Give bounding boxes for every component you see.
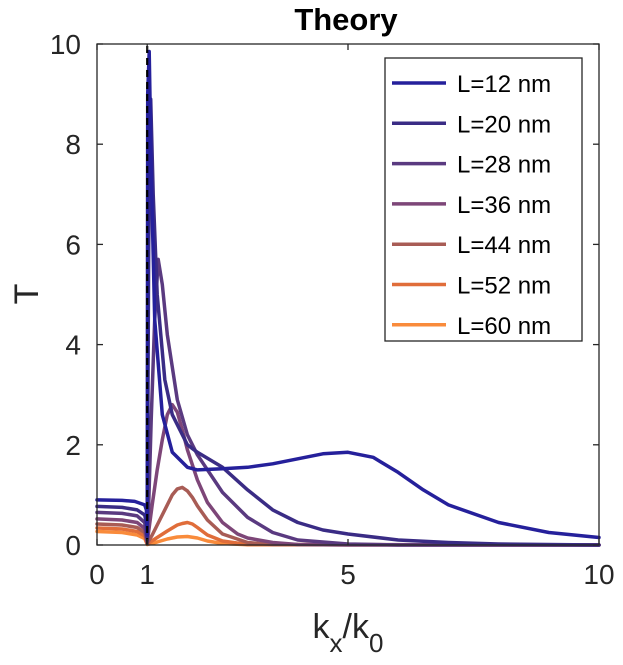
legend-label: L=20 nm xyxy=(457,111,551,138)
y-tick-label: 8 xyxy=(65,129,81,160)
series-line-l-52-nm xyxy=(95,520,601,547)
legend-label: L=36 nm xyxy=(457,192,551,219)
series-line-l-44-nm xyxy=(95,485,601,547)
chart-title: Theory xyxy=(294,2,398,37)
x-tick-label: 5 xyxy=(340,559,356,590)
x-axis-label: kx/k0 xyxy=(313,608,384,658)
legend-items: L=12 nm L=20 nm L=28 nm L=36 nm L=44 nm L=52 … xyxy=(392,71,551,340)
legend-label: L=12 nm xyxy=(457,71,551,98)
x-label-k1: k xyxy=(313,608,331,646)
x-tick-label: 0 xyxy=(89,559,105,590)
ticks-group: 0 1 5 10 0 2 4 6 8 10 xyxy=(50,29,615,590)
y-axis-label: T xyxy=(8,284,46,305)
x-tick-label: 1 xyxy=(139,559,155,590)
svg-text:kx/k0: kx/k0 xyxy=(313,608,384,658)
x-label-slash: /k xyxy=(343,608,370,646)
x-tick-label: 10 xyxy=(583,559,614,590)
legend-box xyxy=(384,57,583,342)
y-tick-label: 4 xyxy=(65,330,81,361)
legend: L=12 nm L=20 nm L=28 nm L=36 nm L=44 nm L=52 … xyxy=(384,57,583,342)
y-tick-label: 0 xyxy=(65,530,81,561)
y-tick-label: 2 xyxy=(65,430,81,461)
legend-label: L=52 nm xyxy=(457,273,551,300)
legend-label: L=28 nm xyxy=(457,152,551,179)
series-line-l-60-nm xyxy=(95,529,601,547)
y-tick-label: 10 xyxy=(50,29,81,60)
x-label-sub-x: x xyxy=(330,628,343,658)
series-group xyxy=(95,49,601,547)
x-label-sub-0: 0 xyxy=(369,628,383,658)
legend-label: L=60 nm xyxy=(457,313,551,340)
y-tick-label: 6 xyxy=(65,229,81,260)
legend-label: L=44 nm xyxy=(457,232,551,259)
